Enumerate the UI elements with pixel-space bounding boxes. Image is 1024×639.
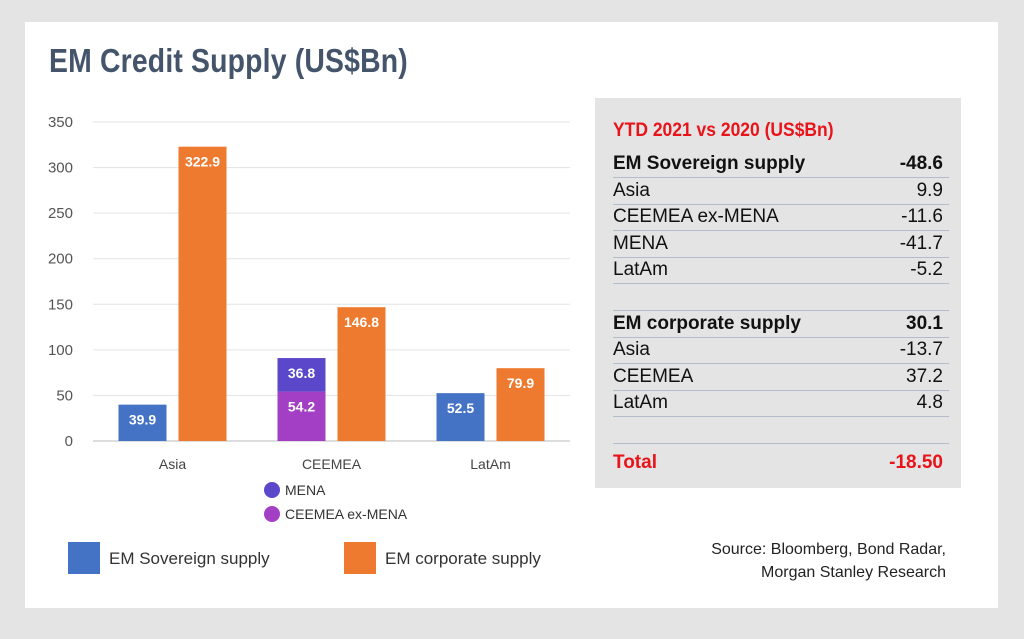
row-value: 30.1 <box>906 312 943 334</box>
y-tick-label: 200 <box>48 251 73 268</box>
x-category-label: CEEMEA <box>302 456 362 472</box>
row-label: Asia <box>613 179 650 201</box>
table-row: LatAm 4.8 <box>613 390 949 418</box>
bar-em-sovereign-supply <box>436 393 485 441</box>
row-value: -5.2 <box>910 259 943 281</box>
bar-em-corporate-supply <box>496 368 545 441</box>
bar-em-corporate-supply <box>337 307 386 441</box>
bar-ceemea-ex-mena <box>277 391 326 441</box>
table-spacer-row <box>613 284 949 311</box>
row-value: -13.7 <box>899 339 943 361</box>
row-label: Asia <box>613 339 650 361</box>
source-note: Source: Bloomberg, Bond Radar, Morgan St… <box>711 538 946 584</box>
ytd-comparison-panel: YTD 2021 vs 2020 (US$Bn) EM Sovereign su… <box>595 98 961 488</box>
table-row: EM corporate supply 30.1 <box>613 311 949 338</box>
row-label: Total <box>613 451 657 473</box>
bar-value-label: 54.2 <box>288 399 315 415</box>
table-row: CEEMEA 37.2 <box>613 364 949 391</box>
bar-mena <box>277 358 326 392</box>
row-value: -48.6 <box>899 153 943 174</box>
y-tick-label: 100 <box>48 342 73 359</box>
x-category-label: LatAm <box>470 456 510 472</box>
row-value: 9.9 <box>916 179 943 201</box>
y-tick-label: 250 <box>48 205 73 222</box>
source-line-1: Source: Bloomberg, Bond Radar, <box>711 541 946 558</box>
row-label: EM Sovereign supply <box>613 153 806 174</box>
bar-em-sovereign-supply <box>118 404 167 441</box>
table-row: MENA -41.7 <box>613 231 949 258</box>
y-tick-label: 0 <box>65 433 73 450</box>
row-value: 37.2 <box>906 365 943 387</box>
legend-swatch <box>68 542 100 574</box>
chart-card: EM Credit Supply (US$Bn) 0 50 100 150 200 250… <box>25 22 998 608</box>
row-value: 4.8 <box>916 392 943 414</box>
sub-legend-label: MENA <box>285 482 326 498</box>
y-tick-label: 150 <box>48 296 73 313</box>
y-tick-label: 350 <box>48 114 73 131</box>
row-value: -18.50 <box>889 451 943 473</box>
bar-value-label: 52.5 <box>447 400 474 416</box>
table-row: LatAm -5.2 <box>613 257 949 285</box>
table-title: YTD 2021 vs 2020 (US$Bn) <box>613 120 834 141</box>
bar-chart: 0 50 100 150 200 250 300 350 39.9 322.9 Asia 54.2 36… <box>48 114 570 574</box>
bar-value-label: 39.9 <box>129 412 156 428</box>
chart-title: EM Credit Supply (US$Bn) <box>49 42 408 79</box>
row-label: LatAm <box>613 259 668 281</box>
table-row: Asia -13.7 <box>613 337 949 365</box>
bar-value-label: 36.8 <box>288 365 315 381</box>
sub-legend-label: CEEMEA ex-MENA <box>285 506 408 522</box>
sub-legend-swatch <box>264 506 280 522</box>
row-label: CEEMEA ex-MENA <box>613 206 779 228</box>
row-value: -11.6 <box>901 206 943 228</box>
row-label: MENA <box>613 232 668 254</box>
bar-value-label: 79.9 <box>507 375 534 391</box>
row-label: EM corporate supply <box>613 312 801 334</box>
y-tick-label: 50 <box>56 387 73 404</box>
table-spacer-row <box>613 417 949 444</box>
legend-swatch <box>344 542 376 574</box>
bar-value-label: 322.9 <box>185 154 220 170</box>
bar-em-corporate-supply <box>178 146 227 441</box>
table-row: EM Sovereign supply -48.6 <box>613 151 949 178</box>
row-label: CEEMEA <box>613 365 694 387</box>
source-line-2: Morgan Stanley Research <box>761 564 946 581</box>
table-row: Total -18.50 <box>613 450 949 476</box>
table-row: Asia 9.9 <box>613 178 949 205</box>
row-value: -41.7 <box>899 232 943 254</box>
legend-label: EM Sovereign supply <box>109 549 270 568</box>
y-tick-label: 300 <box>48 160 73 177</box>
sub-legend-swatch <box>264 482 280 498</box>
row-label: LatAm <box>613 392 668 414</box>
table-row: CEEMEA ex-MENA -11.6 <box>613 204 949 232</box>
x-category-label: Asia <box>159 456 186 472</box>
legend-label: EM corporate supply <box>385 549 541 568</box>
bar-value-label: 146.8 <box>344 314 379 330</box>
